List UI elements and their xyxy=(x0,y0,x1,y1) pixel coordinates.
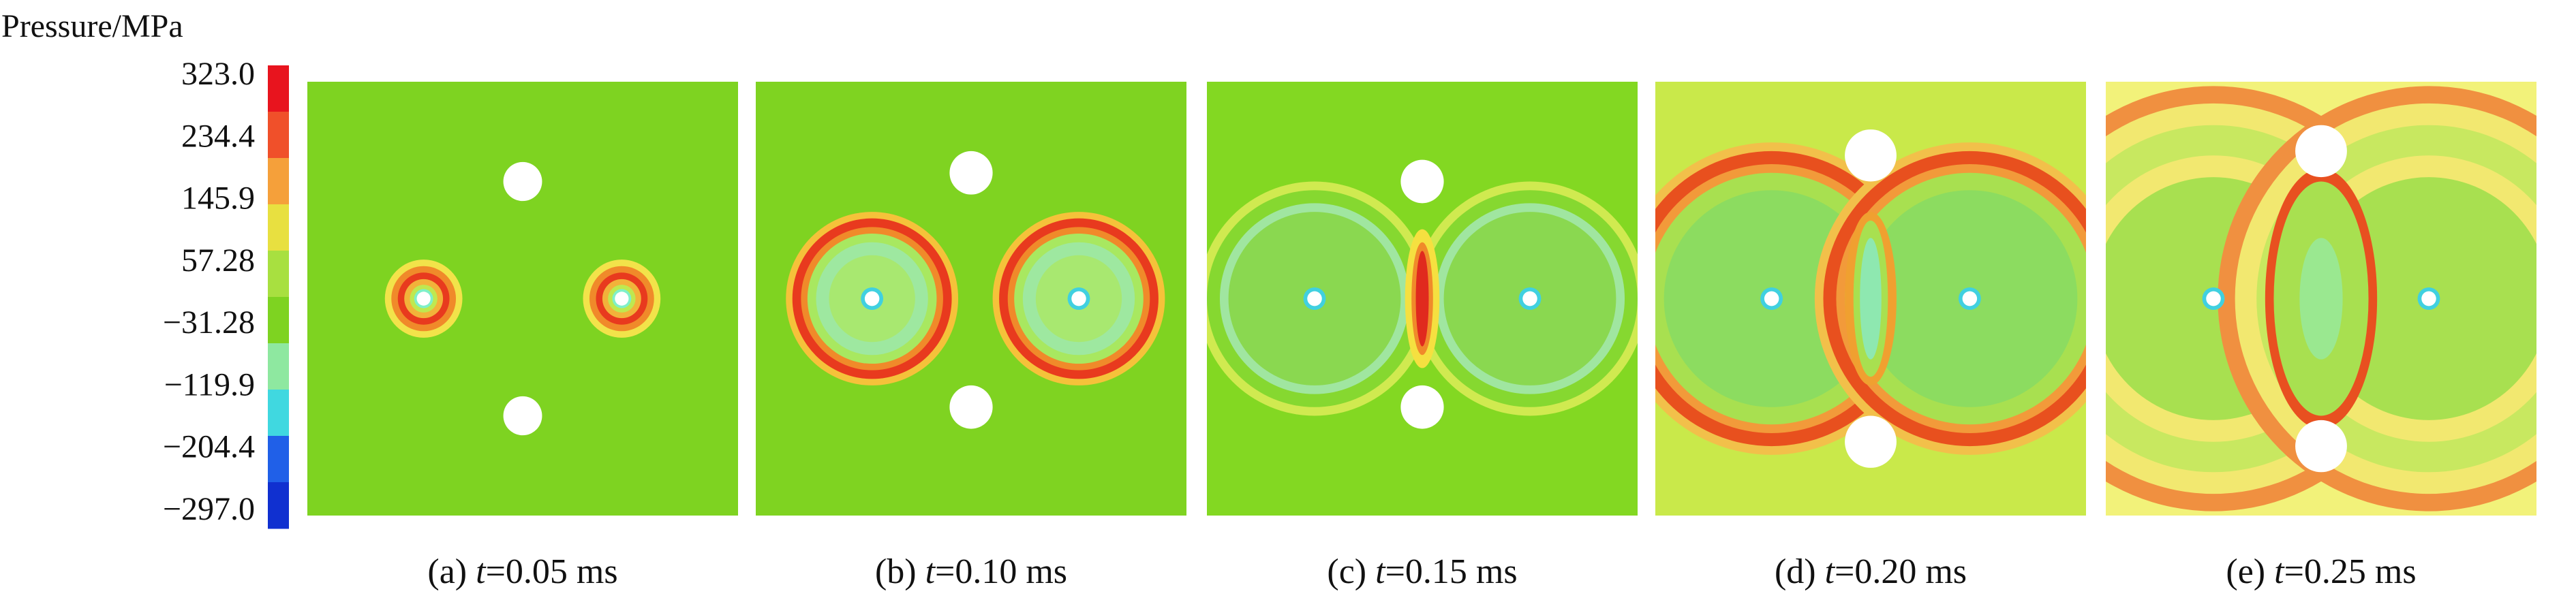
colorbar-tick-label: −297.0 xyxy=(163,491,255,527)
contour xyxy=(1307,291,1322,306)
caption-label: (c) xyxy=(1327,552,1366,591)
colorbar-tick-label: −119.9 xyxy=(164,366,255,402)
panel-caption: (a) t=0.05 ms xyxy=(427,552,617,591)
caption-space xyxy=(1366,552,1375,591)
colorbar-band xyxy=(268,297,289,344)
contour xyxy=(1860,238,1882,360)
caption-label: (d) xyxy=(1775,552,1816,591)
caption-label: (a) xyxy=(427,552,467,591)
colorbar-band xyxy=(268,112,289,159)
colorbar-band xyxy=(268,390,289,437)
contour xyxy=(615,291,629,306)
caption-value: =0.15 ms xyxy=(1385,552,1518,591)
contour xyxy=(2421,291,2436,306)
contour xyxy=(1522,291,1537,306)
caption-space xyxy=(917,552,925,591)
panel-image xyxy=(1655,82,2086,516)
colorbar-tick-label: −31.28 xyxy=(163,304,255,341)
caption-variable: t xyxy=(2274,552,2285,591)
colorbar-band xyxy=(268,158,289,205)
caption-variable: t xyxy=(1825,552,1836,591)
hole xyxy=(1845,129,1897,182)
hole xyxy=(2295,125,2347,178)
panel-image xyxy=(1207,82,1638,516)
caption-variable: t xyxy=(925,552,936,591)
caption-value: =0.20 ms xyxy=(1835,552,1967,591)
panel-image xyxy=(756,82,1186,516)
colorbar-tick-label: 57.28 xyxy=(181,242,255,279)
colorbar-band xyxy=(268,482,289,529)
caption-value: =0.25 ms xyxy=(2284,552,2417,591)
contour xyxy=(1764,291,1779,306)
background xyxy=(307,82,738,516)
contour xyxy=(864,291,880,306)
hole xyxy=(1845,415,1897,468)
colorbar-tick-label: 323.0 xyxy=(181,56,255,92)
colorbar-band xyxy=(268,204,289,251)
panel-image xyxy=(307,82,738,516)
caption-value: =0.05 ms xyxy=(486,552,618,591)
panel-image xyxy=(2106,82,2536,516)
colorbar-band xyxy=(268,343,289,390)
colorbar-tick-label: −204.4 xyxy=(163,429,255,465)
caption-value: =0.10 ms xyxy=(935,552,1067,591)
caption-label: (b) xyxy=(875,552,917,591)
caption-label: (e) xyxy=(2226,552,2265,591)
hole xyxy=(503,396,542,436)
colorbar-title: Pressure/MPa xyxy=(1,8,183,44)
caption-space xyxy=(2265,552,2274,591)
contour xyxy=(1071,291,1086,306)
colorbar-band xyxy=(268,251,289,298)
caption-variable: t xyxy=(476,552,487,591)
panel-caption: (b) t=0.10 ms xyxy=(875,552,1067,591)
caption-variable: t xyxy=(1375,552,1386,591)
colorbar-band xyxy=(268,65,289,112)
caption-space xyxy=(1816,552,1825,591)
hole xyxy=(949,151,993,195)
contour xyxy=(1415,251,1429,347)
panel-caption: (e) t=0.25 ms xyxy=(2226,552,2416,591)
hole xyxy=(503,161,542,202)
contour xyxy=(1962,291,1978,306)
hole xyxy=(949,385,993,429)
hole xyxy=(1400,159,1444,204)
colorbar-tick-label: 145.9 xyxy=(181,180,255,217)
contour xyxy=(2299,238,2343,360)
colorbar-band xyxy=(268,436,289,483)
contour xyxy=(2206,291,2221,306)
caption-space xyxy=(467,552,476,591)
panel-caption: (c) t=0.15 ms xyxy=(1327,552,1517,591)
colorbar-tick-label: 234.4 xyxy=(181,118,255,154)
hole xyxy=(2295,420,2347,473)
hole xyxy=(1400,385,1444,429)
panel-caption: (d) t=0.20 ms xyxy=(1775,552,1967,591)
contour xyxy=(416,291,431,306)
